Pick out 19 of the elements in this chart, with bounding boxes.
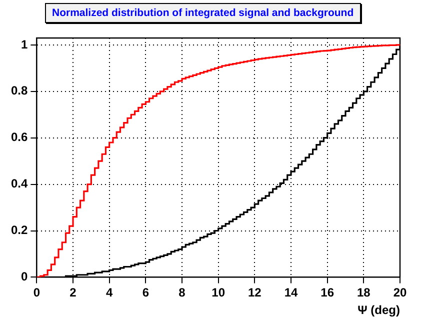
- x-axis-title: Ψ (deg): [358, 303, 400, 318]
- y-tick-label: 0.2: [10, 223, 28, 238]
- x-tick-label: 2: [70, 286, 77, 300]
- y-tick-label: 1: [20, 37, 28, 52]
- x-tick-label: 6: [142, 286, 150, 300]
- x-tick-label: 12: [248, 286, 262, 300]
- y-tick-label: 0.8: [10, 84, 28, 98]
- x-tick-label: 20: [393, 286, 407, 300]
- x-tick-label: 10: [212, 286, 226, 300]
- y-tick-label: 0: [20, 270, 28, 284]
- x-tick-label: 4: [106, 286, 113, 300]
- x-tick-label: 8: [178, 286, 186, 300]
- chart-title: Normalized distribution of integrated signal and background: [45, 3, 361, 23]
- x-tick-label: 18: [356, 286, 371, 300]
- x-tick-label: 16: [320, 286, 334, 300]
- y-tick-label: 0.6: [10, 130, 28, 144]
- x-tick-label: 14: [284, 286, 298, 300]
- x-tick-label: 0: [33, 286, 40, 300]
- y-tick-label: 0.4: [10, 176, 28, 191]
